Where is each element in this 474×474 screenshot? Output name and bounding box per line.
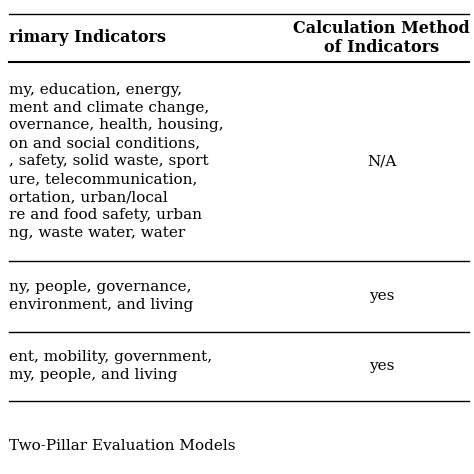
- Text: my, education, energy,
ment and climate change,
overnance, health, housing,
on a: my, education, energy, ment and climate …: [9, 83, 224, 239]
- Text: Two-Pillar Evaluation Models: Two-Pillar Evaluation Models: [9, 438, 236, 453]
- Text: ny, people, governance,
environment, and living: ny, people, governance, environment, and…: [9, 280, 194, 312]
- Text: Calculation Method
of Indicators: Calculation Method of Indicators: [293, 19, 470, 56]
- Text: N/A: N/A: [367, 154, 396, 168]
- Text: rimary Indicators: rimary Indicators: [9, 29, 166, 46]
- Text: yes: yes: [369, 359, 394, 373]
- Text: yes: yes: [369, 289, 394, 303]
- Text: ent, mobility, government,
my, people, and living: ent, mobility, government, my, people, a…: [9, 350, 213, 382]
